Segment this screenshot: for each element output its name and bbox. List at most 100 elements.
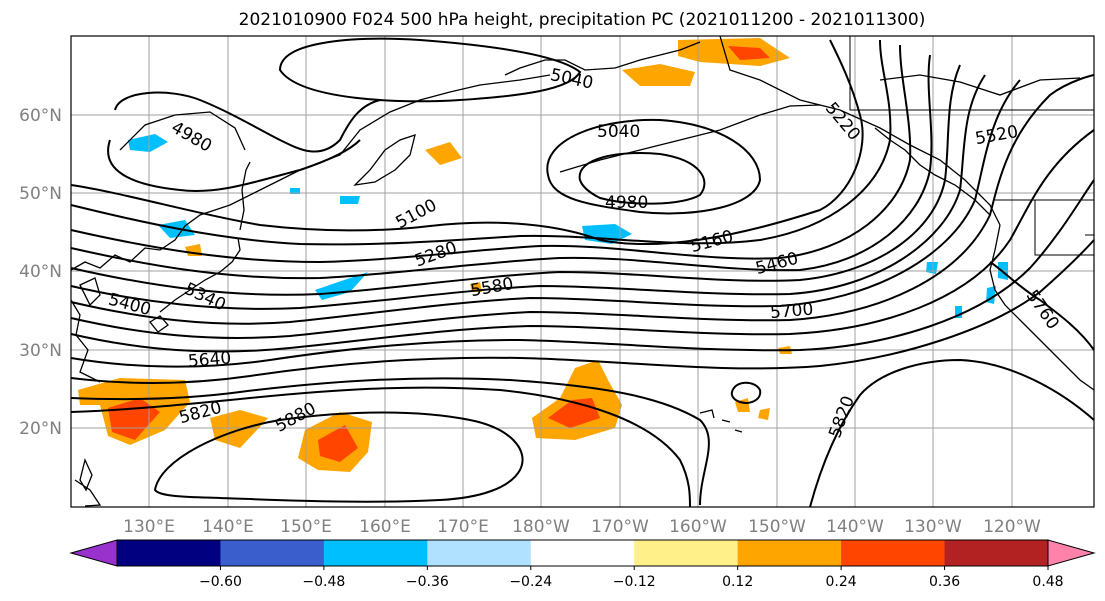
coast-hawaii: [699, 409, 743, 433]
lat-tick-label: 40°N: [19, 262, 62, 282]
contour-4980-low: [578, 152, 706, 205]
coast-alaska-land: [879, 74, 1081, 96]
colorbar-segment: [944, 540, 1049, 566]
contour-5760: [70, 377, 710, 506]
coast-us-west: [989, 224, 1095, 391]
coast-okhotsk: [119, 111, 246, 151]
lat-tick-label: 30°N: [19, 341, 62, 361]
precip-area-kamchatka: [425, 142, 462, 165]
colorbar-extend-right: [1047, 539, 1096, 567]
precip-area-small-b4: [340, 196, 360, 204]
lat-tick-label: 50°N: [19, 184, 62, 204]
contour-sea-okhotsk: [107, 139, 361, 192]
colorbar-tick-label: 0.48: [1032, 574, 1063, 590]
colorbar-segments: [117, 540, 1049, 566]
border-us-states: [1034, 200, 1094, 256]
lon-tick-label: 180°W: [512, 517, 570, 537]
colorbar-tick-label: −0.36: [406, 574, 449, 590]
map-frame: [70, 35, 1095, 508]
contour-5040-low: [546, 118, 762, 215]
latitude-labels: 60°N 50°N 40°N 30°N 20°N: [19, 106, 62, 439]
colorbar-tick-label: −0.60: [199, 574, 242, 590]
contour-hawaii-small: [730, 381, 762, 404]
lon-tick-label: 160°W: [669, 517, 727, 537]
colorbar-segment: [117, 540, 221, 566]
lon-tick-label: 140°E: [202, 517, 254, 537]
contour-5640: [70, 179, 1095, 368]
lon-tick-label: 140°W: [826, 517, 884, 537]
coast-asia-east: [70, 74, 551, 271]
coast-taiwan: [79, 458, 93, 492]
colorbar-outline: [116, 539, 1049, 567]
lon-tick-label: 130°W: [904, 517, 962, 537]
lon-tick-label: 170°W: [591, 517, 649, 537]
lon-tick-label: 150°W: [748, 517, 806, 537]
colorbar-tick-label: −0.12: [613, 574, 656, 590]
precip-area-small-1: [470, 282, 482, 292]
lon-tick-label: 130°E: [123, 517, 175, 537]
height-contours: [70, 37, 1095, 508]
colorbar-tick-label: 0.24: [826, 574, 857, 590]
contour-5100: [70, 39, 864, 246]
colorbar-segment: [323, 540, 428, 566]
colorbar-segment: [841, 540, 946, 566]
longitude-labels: 130°E 140°E 150°E 160°E 170°E 180°W 170°…: [123, 517, 1041, 537]
contour-5520: [70, 74, 1095, 339]
contour-5400: [70, 74, 986, 310]
precip-area-aleutian-north-core: [728, 46, 770, 60]
contour-4980-west: [114, 91, 381, 153]
colorbar-segment: [220, 540, 325, 566]
figure-title: 2021010900 F024 500 hPa height, precipit…: [239, 10, 926, 30]
colorbar-segment: [737, 540, 842, 566]
coast-japan: [159, 237, 241, 313]
colorbar-ticks: −0.60 −0.48 −0.36 −0.24 −0.12 0.12 0.24 0.36 0.4…: [199, 566, 1064, 590]
contour-upper-left-closed: [278, 37, 582, 103]
contour-5820: [70, 386, 691, 508]
precip-area-okhotsk: [128, 134, 168, 152]
contour-5880: [153, 411, 524, 503]
precip-area-small-4: [758, 408, 770, 420]
contour-5340: [70, 64, 961, 296]
lon-tick-label: 160°E: [359, 517, 411, 537]
colorbar-tick-label: 0.12: [722, 574, 753, 590]
coastlines: [70, 35, 1095, 507]
coast-china: [70, 299, 101, 383]
coast-aleutians: [559, 104, 821, 173]
contour-5760-east: [989, 261, 1095, 351]
precip-area-bering: [622, 64, 695, 86]
contour-label: 5640: [187, 348, 232, 372]
lon-tick-label: 170°E: [437, 517, 489, 537]
precip-area-marianas-core: [318, 425, 358, 462]
precip-area-california: [926, 262, 938, 274]
contour-5580: [70, 129, 1095, 353]
contour-5160: [70, 39, 892, 246]
contour-5820-east: [809, 358, 1095, 508]
contour-label: 5040: [597, 122, 640, 142]
coast-alaska-west: [504, 41, 701, 76]
coast-kamchatka: [353, 134, 416, 186]
colorbar-segment: [530, 540, 635, 566]
colorbar-tick-label: −0.48: [302, 574, 345, 590]
contour-5280: [70, 54, 933, 280]
coast-sakhalin: [239, 161, 251, 231]
colorbar-tick-label: 0.36: [929, 574, 960, 590]
colorbar-segment: [634, 540, 739, 566]
coast-bc: [874, 127, 991, 216]
lon-tick-label: 150°E: [280, 517, 332, 537]
border-alaska-canada: [849, 36, 1094, 111]
contour-5220: [70, 44, 912, 264]
colorbar: −0.60 −0.48 −0.36 −0.24 −0.12 0.12 0.24 0.36 0.4…: [69, 539, 1096, 590]
colorbar-extend-left: [69, 539, 118, 567]
lon-tick-label: 120°W: [983, 517, 1041, 537]
coast-alaska-south: [719, 35, 1001, 226]
contour-label: 4980: [605, 193, 648, 213]
coast-korea: [79, 277, 101, 307]
colorbar-segment: [427, 540, 532, 566]
contour-label: 5700: [769, 299, 814, 323]
political-borders: [849, 36, 1094, 256]
contour-5700: [70, 239, 1095, 384]
lat-tick-label: 20°N: [19, 419, 62, 439]
lat-tick-label: 60°N: [19, 106, 62, 126]
contour-5460: [70, 79, 1021, 325]
